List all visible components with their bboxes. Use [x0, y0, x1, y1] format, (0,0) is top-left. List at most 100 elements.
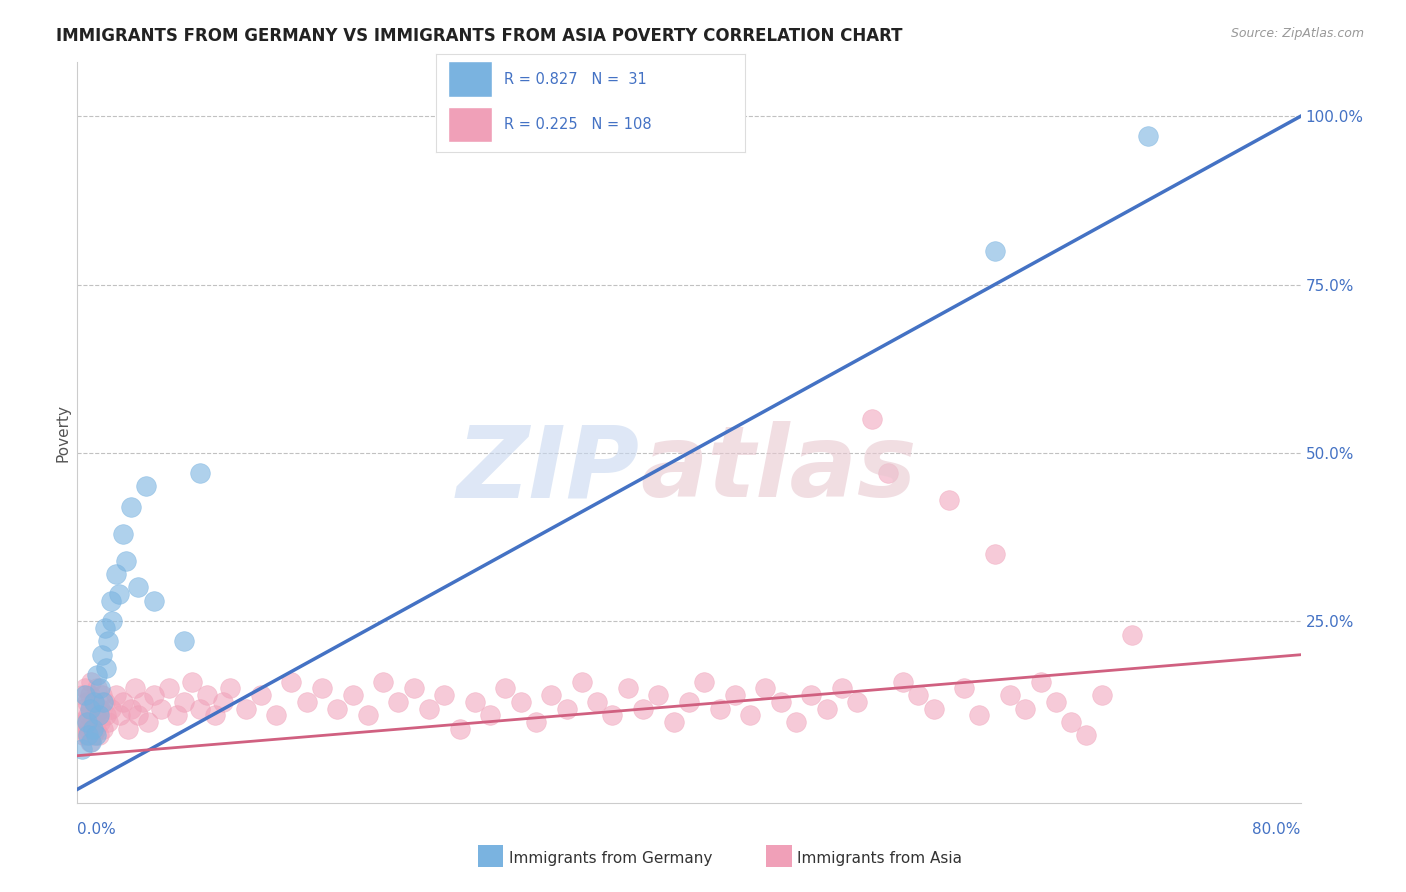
- Point: [127, 581, 149, 595]
- Point: [571, 674, 593, 689]
- Point: [211, 695, 233, 709]
- Point: [82, 722, 104, 736]
- Point: [311, 681, 333, 696]
- Point: [80, 735, 103, 749]
- Point: [295, 695, 318, 709]
- Text: Source: ZipAtlas.com: Source: ZipAtlas.com: [1230, 27, 1364, 40]
- Point: [91, 722, 114, 736]
- Point: [1091, 688, 1114, 702]
- Point: [800, 688, 823, 702]
- FancyBboxPatch shape: [449, 62, 492, 96]
- Point: [72, 729, 94, 743]
- Point: [94, 621, 117, 635]
- Point: [387, 695, 409, 709]
- Point: [1060, 714, 1083, 729]
- Point: [479, 708, 502, 723]
- Point: [846, 695, 869, 709]
- Point: [769, 695, 792, 709]
- Point: [100, 701, 122, 715]
- Point: [524, 714, 547, 729]
- Point: [90, 648, 112, 662]
- Point: [84, 708, 107, 723]
- Point: [402, 681, 425, 696]
- Point: [86, 681, 108, 696]
- Text: atlas: atlas: [640, 421, 917, 518]
- Point: [357, 708, 380, 723]
- Point: [80, 674, 103, 689]
- Point: [1029, 674, 1052, 689]
- Point: [1076, 729, 1098, 743]
- Point: [150, 701, 173, 715]
- Point: [647, 688, 669, 702]
- Point: [998, 688, 1021, 702]
- Point: [76, 729, 98, 743]
- Point: [371, 674, 394, 689]
- Point: [96, 661, 118, 675]
- Point: [678, 695, 700, 709]
- Point: [181, 674, 204, 689]
- Point: [77, 708, 100, 723]
- Point: [84, 729, 107, 743]
- Point: [70, 688, 93, 702]
- Point: [89, 681, 111, 696]
- Point: [173, 695, 195, 709]
- Point: [82, 729, 104, 743]
- Point: [586, 695, 609, 709]
- Point: [89, 701, 111, 715]
- Point: [80, 701, 103, 715]
- Point: [219, 681, 242, 696]
- Point: [631, 701, 654, 715]
- Point: [280, 674, 302, 689]
- Point: [89, 714, 111, 729]
- Point: [112, 695, 135, 709]
- Point: [77, 729, 100, 743]
- Point: [693, 674, 716, 689]
- Point: [1045, 695, 1067, 709]
- Point: [862, 412, 884, 426]
- Point: [922, 701, 945, 715]
- Point: [117, 722, 139, 736]
- Text: Immigrants from Germany: Immigrants from Germany: [509, 851, 713, 865]
- Point: [104, 566, 127, 581]
- Point: [984, 547, 1007, 561]
- Point: [142, 594, 165, 608]
- Point: [433, 688, 456, 702]
- Point: [108, 708, 131, 723]
- Point: [555, 701, 578, 715]
- Point: [124, 681, 146, 696]
- Point: [136, 714, 159, 729]
- Point: [188, 466, 211, 480]
- Point: [785, 714, 807, 729]
- Point: [76, 714, 98, 729]
- Point: [495, 681, 517, 696]
- Point: [96, 708, 118, 723]
- Y-axis label: Poverty: Poverty: [55, 403, 70, 462]
- Point: [73, 688, 96, 702]
- Point: [91, 695, 114, 709]
- Point: [264, 708, 287, 723]
- Point: [449, 722, 471, 736]
- Point: [112, 526, 135, 541]
- Point: [73, 714, 96, 729]
- Point: [72, 701, 94, 715]
- Point: [418, 701, 440, 715]
- Text: 80.0%: 80.0%: [1253, 822, 1301, 837]
- Point: [235, 701, 257, 715]
- Text: Immigrants from Asia: Immigrants from Asia: [797, 851, 962, 865]
- Text: IMMIGRANTS FROM GERMANY VS IMMIGRANTS FROM ASIA POVERTY CORRELATION CHART: IMMIGRANTS FROM GERMANY VS IMMIGRANTS FR…: [56, 27, 903, 45]
- Point: [326, 701, 349, 715]
- Point: [876, 466, 898, 480]
- Point: [79, 735, 101, 749]
- Text: R = 0.225   N = 108: R = 0.225 N = 108: [503, 117, 651, 132]
- Point: [891, 674, 914, 689]
- Point: [938, 492, 960, 507]
- Point: [127, 708, 149, 723]
- Point: [709, 701, 731, 715]
- Point: [83, 695, 105, 709]
- Point: [188, 701, 211, 715]
- Point: [907, 688, 929, 702]
- Text: R = 0.827   N =  31: R = 0.827 N = 31: [503, 71, 647, 87]
- Point: [662, 714, 685, 729]
- Point: [540, 688, 562, 702]
- Point: [79, 688, 101, 702]
